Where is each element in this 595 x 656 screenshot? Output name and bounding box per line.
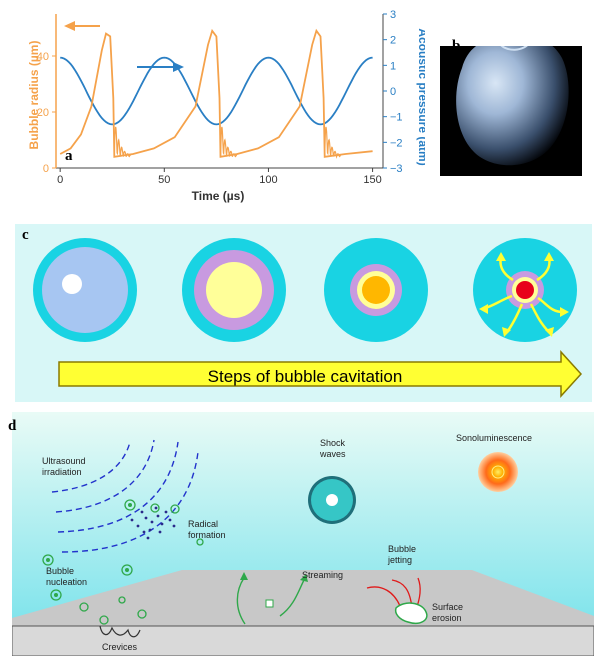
radical-dot	[130, 518, 134, 522]
radical-dot	[136, 524, 140, 528]
jetting-label-line1: Bubble	[388, 544, 416, 554]
cavitation-step-3	[324, 238, 428, 342]
x-tick-label: 150	[363, 174, 381, 186]
y-left-tick-label: 0	[43, 163, 49, 175]
panel-c: Steps of bubble cavitation c	[15, 224, 592, 402]
bubble-jetting	[366, 577, 428, 624]
radical-particles	[130, 506, 176, 540]
cavitation-step-2	[182, 238, 286, 342]
pressure-curve	[60, 56, 373, 126]
ultrasound-effects-diagram: Ultrasound irradiation Radical formation…	[12, 412, 594, 656]
cavitation-steps-diagram: Steps of bubble cavitation	[33, 238, 583, 398]
y-right-tick-label: 2	[390, 35, 396, 47]
radius-afterbounce	[113, 126, 132, 158]
jetting-label-line2: jetting	[387, 555, 412, 565]
panel-a-label: a	[65, 148, 73, 164]
ultrasound-label-line2: irradiation	[42, 467, 82, 477]
radius-pressure-chart: 0 50 100 150 0 20 40 3 2 1 0 −1 −2 −3 Time (µs) Bubbl…	[27, 9, 425, 203]
panel-c-label: c	[22, 227, 29, 243]
radical-dot	[156, 514, 160, 518]
cavitation-steps-text: Steps of bubble cavitation	[208, 367, 403, 386]
crevices-label: Crevices	[102, 642, 138, 652]
nucleation-label-line1: Bubble	[46, 566, 74, 576]
panel-b-label: b	[452, 38, 460, 54]
pressure-axis-arrow	[137, 62, 184, 72]
x-axis-title: Time (µs)	[192, 189, 245, 203]
y-right-tick-label: −1	[390, 112, 403, 124]
radical-dot	[150, 520, 154, 524]
radical-dot	[144, 516, 148, 520]
shock-wave	[308, 476, 356, 524]
radical-dot	[160, 522, 164, 526]
ultrasound-label-line1: Ultrasound	[42, 456, 86, 466]
radical-label-line1: Radical	[188, 519, 218, 529]
shock-label-line1: Shock	[320, 438, 346, 448]
crevices	[99, 625, 141, 638]
radical-dot	[148, 528, 152, 532]
sonoluminescence-label: Sonoluminescence	[456, 433, 532, 443]
y-left-tick-label: 20	[37, 107, 49, 119]
radical-dot	[142, 530, 146, 534]
surface-plate	[12, 570, 594, 626]
radical-dot	[172, 524, 176, 528]
streaming-label: Streaming	[302, 570, 343, 580]
bubble-photo: b	[440, 28, 582, 166]
radical-label-line2: formation	[188, 530, 226, 540]
radical-dot	[158, 530, 162, 534]
cavitation-steps-arrow: Steps of bubble cavitation	[58, 350, 583, 398]
y-right-tick-label: −3	[390, 163, 403, 175]
radical-dot	[164, 510, 168, 514]
erosion-label-line1: Surface	[432, 602, 463, 612]
radical-dot	[154, 506, 158, 510]
shock-label-line2: waves	[319, 449, 346, 459]
radical-dot	[140, 510, 144, 514]
ultrasound-waves	[51, 439, 199, 553]
y-right-tick-label: 0	[390, 86, 396, 98]
y-left-axis-title: Bubble radius (µm)	[27, 41, 41, 150]
x-tick-label: 50	[158, 174, 170, 186]
cavitation-step-4	[473, 238, 577, 342]
nucleation-bubbles	[42, 499, 204, 625]
radius-afterbounce	[219, 126, 238, 158]
panel-d-label: d	[8, 418, 17, 434]
erosion-label-line2: erosion	[432, 613, 462, 623]
sonoluminescence-glow	[478, 452, 518, 492]
radical-dot	[146, 536, 150, 540]
x-tick-label: 100	[259, 174, 277, 186]
nucleation-label-line2: nucleation	[46, 577, 87, 587]
panel-b-bubble-photo: b	[440, 28, 582, 176]
panel-d: Ultrasound irradiation Radical formation…	[8, 412, 594, 656]
y-right-tick-label: 3	[390, 9, 396, 21]
y-left-tick-label: 40	[37, 51, 49, 63]
cavitation-step-1	[33, 238, 137, 342]
radical-dot	[168, 518, 172, 522]
streaming-flow	[236, 577, 305, 625]
y-right-tick-label: −2	[390, 137, 403, 149]
panel-a: 0 50 100 150 0 20 40 3 2 1 0 −1 −2 −3 Time (µs) Bubbl…	[0, 0, 425, 210]
y-right-axis-title: Acoustic pressure (atm)	[416, 28, 425, 165]
surface-base	[12, 625, 594, 656]
radius-axis-arrow	[64, 21, 100, 31]
radius-afterbounce	[324, 126, 342, 159]
radius-curve	[59, 28, 373, 158]
x-tick-label: 0	[57, 174, 63, 186]
y-right-tick-label: 1	[390, 60, 396, 72]
